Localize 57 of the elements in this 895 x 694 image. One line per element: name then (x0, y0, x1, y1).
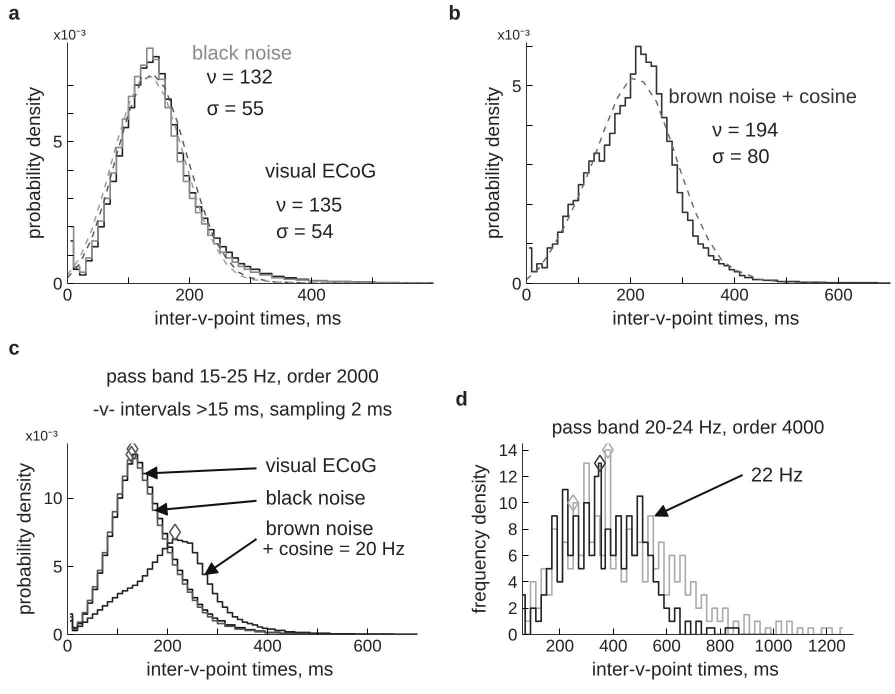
y-tick-label: 5 (512, 76, 522, 96)
annotation: σ = 80 (712, 146, 770, 168)
series-label: black noise (192, 42, 292, 64)
y-tick-label: 8 (508, 520, 518, 540)
y-tick-label: 5 (53, 557, 63, 576)
text: visual ECoG (265, 160, 376, 183)
y-tick-label: 10 (44, 489, 63, 508)
y-tick-label: 10 (498, 494, 518, 513)
annotation: x10⁻³ (54, 26, 86, 42)
x-tick-label: 200 (153, 636, 182, 656)
y-axis-title: probability density (14, 462, 36, 616)
x-tick-label: 200 (546, 636, 574, 656)
chart-subtitle: -v- intervals >15 ms, sampling 2 ms (92, 400, 392, 420)
annotation: σ = 55 (206, 98, 264, 120)
y-tick-label: 2 (508, 599, 518, 618)
annotation: black noise (266, 487, 366, 510)
text: x10⁻³ (26, 428, 58, 444)
y-tick-label: 6 (508, 546, 518, 566)
x-tick-label: 1200 (808, 636, 846, 656)
annotation: ν = 135 (276, 194, 342, 216)
x-tick-label: 400 (253, 636, 282, 656)
annotation: visual ECoG (266, 454, 377, 477)
x-axis-title: inter-v-point times, ms (146, 660, 334, 680)
x-tick-label: 400 (297, 286, 326, 304)
annotation: brown noise (266, 518, 374, 540)
y-tick-label: 5 (53, 132, 63, 152)
annotation: ν = 194 (712, 120, 778, 142)
annotation: 22 Hz (750, 464, 804, 487)
y-axis-title: probability density (24, 86, 46, 240)
annotation: x10⁻³ (498, 26, 530, 42)
y-axis-title: probability density (483, 86, 504, 240)
series-label: brown noise + cosine (668, 86, 857, 108)
chart-title: pass band 20-24 Hz, order 4000 (552, 418, 824, 438)
x-tick-label: 400 (599, 636, 628, 656)
text: b (448, 2, 461, 24)
annotation: + cosine = 20 Hz (262, 539, 406, 560)
x-tick-label: 400 (720, 286, 749, 304)
text: a (8, 2, 20, 24)
x-axis-title: inter-v-point times, ms (592, 660, 779, 680)
x-axis-title: inter-v-point times, ms (154, 308, 342, 330)
y-axis-title: frequency density (470, 464, 491, 614)
x-tick-label: 600 (353, 636, 382, 656)
y-tick-label: 14 (498, 441, 518, 460)
x-tick-label: 1000 (754, 636, 792, 656)
x-tick-label: 200 (175, 286, 204, 304)
y-tick-label: 12 (498, 467, 518, 486)
x-tick-label: 600 (652, 636, 681, 656)
text: c (8, 338, 20, 360)
x-tick-label: 800 (706, 636, 734, 656)
annotation: ν = 132 (206, 66, 273, 89)
text: d (456, 388, 468, 410)
x-tick-label: 200 (616, 286, 645, 304)
x-tick-label: 600 (824, 286, 853, 304)
y-tick-label: 4 (508, 572, 518, 592)
chart-title: pass band 15-25 Hz, order 2000 (106, 366, 379, 388)
x-axis-title: inter-v-point times, ms (612, 308, 800, 330)
annotation: σ = 54 (276, 220, 334, 243)
